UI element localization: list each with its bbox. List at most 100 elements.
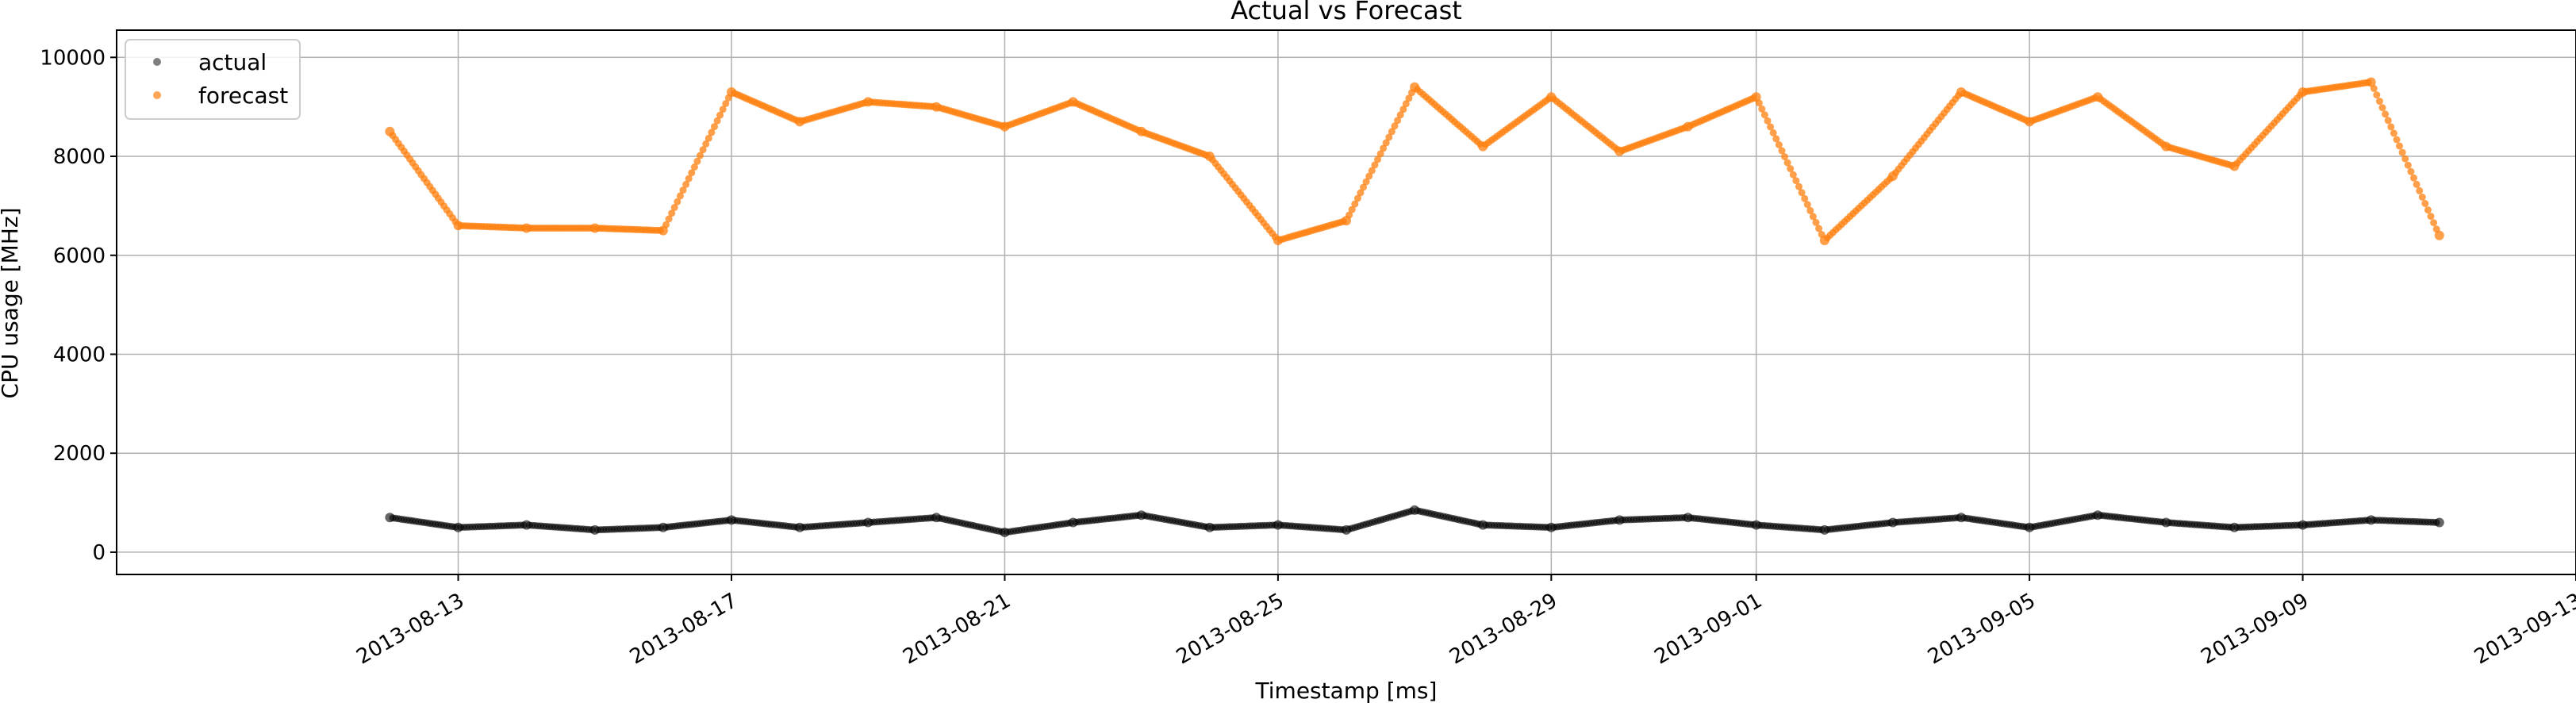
plot-frame [116,29,2576,575]
forecast-sample [2424,206,2432,214]
forecast-sample [1376,150,1384,158]
forecast-sample [1812,218,1820,226]
forecast-sample [1394,117,1402,125]
forecast-sample [2370,85,2378,92]
forecast-sample [2382,110,2390,118]
forecast-sample [1365,172,1373,180]
data-layer [385,77,2444,537]
forecast-sample [1351,200,1359,208]
x-tick-label: 2013-09-01 [1651,589,1767,670]
forecast-sample [2393,136,2401,144]
y-tick-label: 0 [92,541,106,565]
forecast-sample [2396,142,2403,150]
forecast-sample [711,123,718,131]
chart-title: Actual vs Forecast [1230,0,1462,25]
forecast-sample [1374,156,1381,163]
forecast-sample [662,221,670,229]
forecast-sample [679,186,687,194]
forecast-sample [1405,94,1413,102]
forecast-sample [670,204,678,211]
y-tick-label: 6000 [53,244,106,268]
forecast-sample [2390,129,2397,137]
forecast-sample [1767,123,1775,131]
forecast-sample [1787,165,1795,173]
forecast-sample [1809,213,1817,221]
y-tick-label: 8000 [53,145,106,169]
forecast-sample [2378,104,2386,112]
forecast-sample [1380,144,1388,152]
x-tick-label: 2013-09-05 [1924,589,2040,670]
forecast-sample [2427,213,2435,221]
forecast-sample [693,157,701,165]
forecast-sample [2416,186,2424,194]
forecast-sample [688,169,696,177]
forecast-sample [1806,206,1814,214]
forecast-sample [1803,201,1811,209]
forecast-sample [1353,194,1361,202]
forecast-sample [1778,147,1786,155]
legend: actual forecast [125,39,301,120]
forecast-sample [1371,161,1379,169]
x-tick-label: 2013-09-09 [2197,589,2313,670]
forecast-sample [2421,200,2429,207]
y-tick-label: 4000 [53,343,106,367]
forecast-sample [2373,91,2381,99]
forecast-sample [1360,183,1367,191]
series-forecast [385,77,2444,245]
legend-marker-actual [153,58,161,66]
forecast-sample [1783,159,1791,167]
forecast-point [1751,92,1761,102]
forecast-sample [2413,180,2421,188]
forecast-sample [1385,133,1393,141]
forecast-sample [2384,117,2392,125]
forecast-point [2366,77,2376,87]
forecast-sample [719,106,727,113]
x-tick-label: 2013-09-13 [2470,589,2576,670]
forecast-sample [1760,111,1768,119]
tick-layer: 0 2000 4000 6000 8000 10000 2013-08-13 2013-08-… [40,46,2576,670]
actual-point [2434,517,2444,528]
forecast-sample [1388,128,1395,136]
forecast-sample [1346,211,1353,219]
forecast-sample [1391,122,1399,130]
forecast-sample [704,134,712,142]
forecast-sample [1362,178,1370,186]
x-tick-label: 2013-08-29 [1445,589,1561,670]
x-tick-label: 2013-08-17 [626,589,742,670]
forecast-sample [2387,123,2395,131]
forecast-sample [2410,174,2417,182]
forecast-sample [1792,177,1800,185]
forecast-sample [716,111,724,119]
forecast-sample [1795,182,1802,190]
forecast-sample [685,175,693,182]
forecast-sample [2430,219,2438,227]
forecast-sample [713,117,721,125]
legend-label-forecast: forecast [198,83,288,109]
y-tick-label: 2000 [53,442,106,466]
forecast-sample [674,198,681,206]
forecast-sample [1755,99,1763,107]
forecast-sample [1769,129,1777,136]
forecast-sample [1368,167,1376,175]
forecast-sample [1772,135,1780,143]
legend-label-actual: actual [198,49,267,75]
forecast-sample [697,152,704,159]
forecast-sample [1399,106,1407,113]
forecast-sample [1798,189,1806,197]
forecast-sample [1402,100,1410,108]
forecast-sample [2404,161,2412,169]
forecast-sample [708,129,716,136]
forecast-sample [2401,155,2409,163]
forecast-sample [668,209,676,217]
legend-marker-forecast [153,91,161,99]
x-axis-label: Timestamp [ms] [1255,678,1438,703]
forecast-sample [702,140,710,148]
forecast-sample [1758,105,1766,113]
forecast-sample [676,192,684,200]
forecast-sample [699,146,707,154]
forecast-sample [690,163,698,171]
forecast-sample [1815,225,1823,232]
forecast-sample [2407,167,2415,175]
